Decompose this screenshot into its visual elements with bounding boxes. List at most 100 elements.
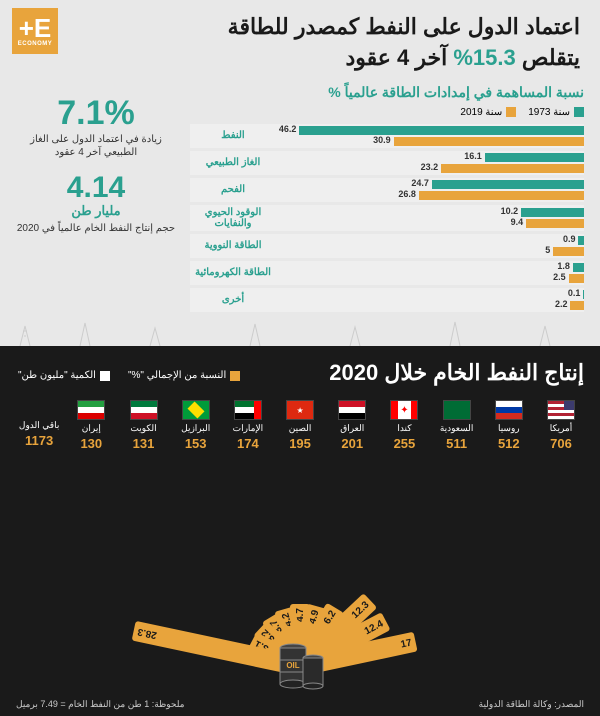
bar-value: 10.2 xyxy=(501,206,519,216)
stat-unit: مليار طن xyxy=(16,203,176,219)
bar-value: 9.4 xyxy=(511,217,524,227)
flag-icon xyxy=(547,400,575,420)
country-item: البرازيل 153 xyxy=(173,400,219,451)
bar-row: 24.7 26.8 الفحم xyxy=(190,178,584,202)
country-item: روسيا 512 xyxy=(486,400,532,451)
bar-1973 xyxy=(485,153,584,162)
country-name: السعودية xyxy=(434,423,480,434)
blade-value: 12.3 xyxy=(349,599,371,620)
bar-label: الغاز الطبيعي xyxy=(190,155,276,170)
stat-value: 7.1% xyxy=(16,96,176,130)
country-name: كندا xyxy=(381,423,427,434)
logo-word: ECONOMY xyxy=(18,41,53,47)
bar-track: 46.2 30.9 xyxy=(276,124,584,148)
blade-value: 17 xyxy=(400,637,413,650)
bar-2019 xyxy=(570,301,584,310)
bar-track: 16.1 23.2 xyxy=(276,151,584,175)
headline-line1: اعتماد الدول على النفط كمصدر للطاقة xyxy=(76,12,580,43)
flag-icon xyxy=(338,400,366,420)
bar-value: 2.2 xyxy=(555,299,568,309)
flag-icon xyxy=(182,400,210,420)
country-item: السعودية 511 xyxy=(434,400,480,451)
bar-value: 16.1 xyxy=(464,151,482,161)
country-value: 511 xyxy=(434,436,480,451)
blade-value: 12.4 xyxy=(363,618,385,637)
bar-label: أخرى xyxy=(190,292,276,307)
top-section: E+ ECONOMY اعتماد الدول على النفط كمصدر … xyxy=(0,0,600,346)
countries-row: أمريكا 706 روسيا 512 السعودية 511 ✦ كندا… xyxy=(16,400,584,451)
chart-legend: سنة 1973 سنة 2019 xyxy=(190,107,584,118)
stat-desc: زيادة في اعتماد الدول على الغاز الطبيعي … xyxy=(16,133,176,159)
bar-value: 23.2 xyxy=(421,162,439,172)
bar-value: 46.2 xyxy=(279,124,297,134)
legend-swatch xyxy=(506,107,516,117)
legend-label: الكمية "مليون طن" xyxy=(18,370,96,381)
legend-swatch xyxy=(230,371,240,381)
bar-2019 xyxy=(553,247,584,256)
bar-row: 0.1 2.2 أخرى xyxy=(190,288,584,312)
bar-track: 0.1 2.2 xyxy=(276,288,584,312)
bar-value: 30.9 xyxy=(373,135,391,145)
bar-value: 26.8 xyxy=(398,189,416,199)
legend-label: سنة 2019 xyxy=(460,107,502,118)
logo-letter: E+ xyxy=(19,15,52,41)
bar-value: 0.9 xyxy=(563,234,576,244)
country-name: إيران xyxy=(68,423,114,434)
flag-icon xyxy=(443,400,471,420)
bar-value: 5 xyxy=(545,245,550,255)
country-item: ✦ كندا 255 xyxy=(381,400,427,451)
chart-title: نسبة المساهمة في إمدادات الطاقة عالمياً … xyxy=(190,84,584,101)
note-text: ملحوظة: 1 طن من النفط الخام = 7.49 برميل xyxy=(16,699,185,710)
bar-value: 1.8 xyxy=(557,261,570,271)
stat-value: 4.14 xyxy=(16,173,176,203)
bar-track: 0.9 5 xyxy=(276,234,584,258)
svg-text:OIL: OIL xyxy=(286,661,299,670)
bar-label: الطاقة النووية xyxy=(190,238,276,253)
country-value: 130 xyxy=(68,436,114,451)
bar-1973 xyxy=(578,236,584,245)
country-item: أمريكا 706 xyxy=(538,400,584,451)
bar-row: 16.1 23.2 الغاز الطبيعي xyxy=(190,151,584,175)
legend-item: النسبة من الإجمالي "%" xyxy=(128,370,240,381)
country-value: 706 xyxy=(538,436,584,451)
country-item: العراق 201 xyxy=(329,400,375,451)
bar-track: 10.2 9.4 xyxy=(276,206,584,230)
headline: اعتماد الدول على النفط كمصدر للطاقة يتقل… xyxy=(16,12,584,74)
bar-row: 46.2 30.9 النفط xyxy=(190,124,584,148)
country-name: باقي الدول xyxy=(16,420,62,431)
oil-barrel-icon: OIL xyxy=(269,638,331,692)
bar-2019 xyxy=(526,219,584,228)
energy-chart: نسبة المساهمة في إمدادات الطاقة عالمياً … xyxy=(190,84,584,315)
bar-row: 1.8 2.5 الطاقة الكهرومائية xyxy=(190,261,584,285)
legend-label: سنة 1973 xyxy=(528,107,570,118)
country-value: 131 xyxy=(121,436,167,451)
top-body: نسبة المساهمة في إمدادات الطاقة عالمياً … xyxy=(16,84,584,315)
bar-value: 2.5 xyxy=(553,272,566,282)
flag-icon xyxy=(495,400,523,420)
legend-item: الكمية "مليون طن" xyxy=(18,370,110,381)
bar-value: 24.7 xyxy=(411,178,429,188)
bar-1973 xyxy=(521,208,584,217)
bottom-legend: النسبة من الإجمالي "%" الكمية "مليون طن" xyxy=(18,370,240,381)
bar-row: 0.9 5 الطاقة النووية xyxy=(190,234,584,258)
flag-icon xyxy=(77,400,105,420)
legend-item: سنة 1973 xyxy=(528,107,584,118)
country-name: الصين xyxy=(277,423,323,434)
bar-track: 1.8 2.5 xyxy=(276,261,584,285)
source-text: المصدر: وكالة الطاقة الدولية xyxy=(479,699,584,710)
legend-swatch xyxy=(100,371,110,381)
country-name: الكويت xyxy=(121,423,167,434)
bar-label: الوقود الحيوي والنفايات xyxy=(190,205,276,231)
oil-rigs-silhouette xyxy=(0,318,600,346)
legend-item: سنة 2019 xyxy=(460,107,516,118)
country-name: أمريكا xyxy=(538,423,584,434)
blade-value: 28.3 xyxy=(136,626,157,641)
country-value: 201 xyxy=(329,436,375,451)
bar-2019 xyxy=(419,191,584,200)
headline-line2: يتقلص 15.3% آخر 4 عقود xyxy=(76,43,580,74)
country-value: 512 xyxy=(486,436,532,451)
bar-label: الطاقة الكهرومائية xyxy=(190,265,276,280)
bar-row: 10.2 9.4 الوقود الحيوي والنفايات xyxy=(190,205,584,231)
legend-swatch xyxy=(574,107,584,117)
country-name: العراق xyxy=(329,423,375,434)
